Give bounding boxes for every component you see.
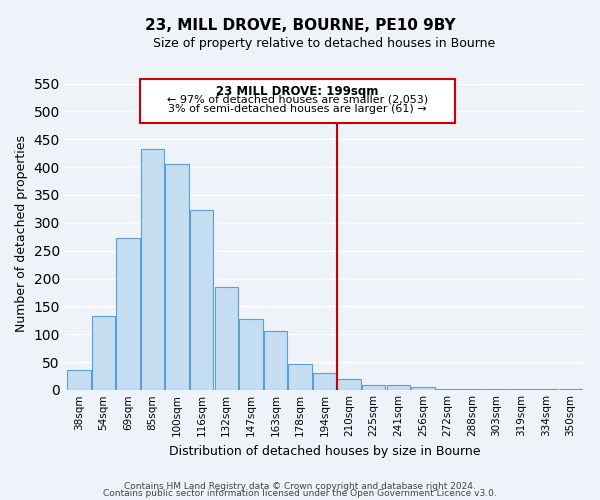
Bar (215, 288, 238, 390)
Text: Contains public sector information licensed under the Open Government Licence v3: Contains public sector information licen… (103, 490, 497, 498)
Bar (460, 389, 484, 390)
Bar (190, 210, 214, 390)
Title: Size of property relative to detached houses in Bourne: Size of property relative to detached ho… (154, 38, 496, 51)
Bar (239, 318, 263, 390)
Bar (362, 386, 385, 390)
Text: Contains HM Land Registry data © Crown copyright and database right 2024.: Contains HM Land Registry data © Crown c… (124, 482, 476, 491)
Text: 3% of semi-detached houses are larger (61) →: 3% of semi-detached houses are larger (6… (168, 104, 427, 114)
Bar (166, 164, 189, 390)
Bar (116, 238, 140, 390)
Bar (92, 316, 115, 390)
Bar (313, 373, 336, 390)
Text: ← 97% of detached houses are smaller (2,053): ← 97% of detached houses are smaller (2,… (167, 95, 428, 105)
Bar (436, 389, 459, 390)
Text: 23, MILL DROVE, BOURNE, PE10 9BY: 23, MILL DROVE, BOURNE, PE10 9BY (145, 18, 455, 32)
Bar (386, 386, 410, 390)
Bar (264, 332, 287, 390)
Text: 23 MILL DROVE: 199sqm: 23 MILL DROVE: 199sqm (217, 84, 379, 98)
Bar (337, 378, 361, 390)
Bar (141, 150, 164, 390)
X-axis label: Distribution of detached houses by size in Bourne: Distribution of detached houses by size … (169, 444, 480, 458)
Bar (67, 370, 91, 390)
Bar (411, 387, 434, 390)
FancyBboxPatch shape (140, 79, 455, 122)
Bar (289, 364, 311, 390)
Y-axis label: Number of detached properties: Number of detached properties (15, 136, 28, 332)
